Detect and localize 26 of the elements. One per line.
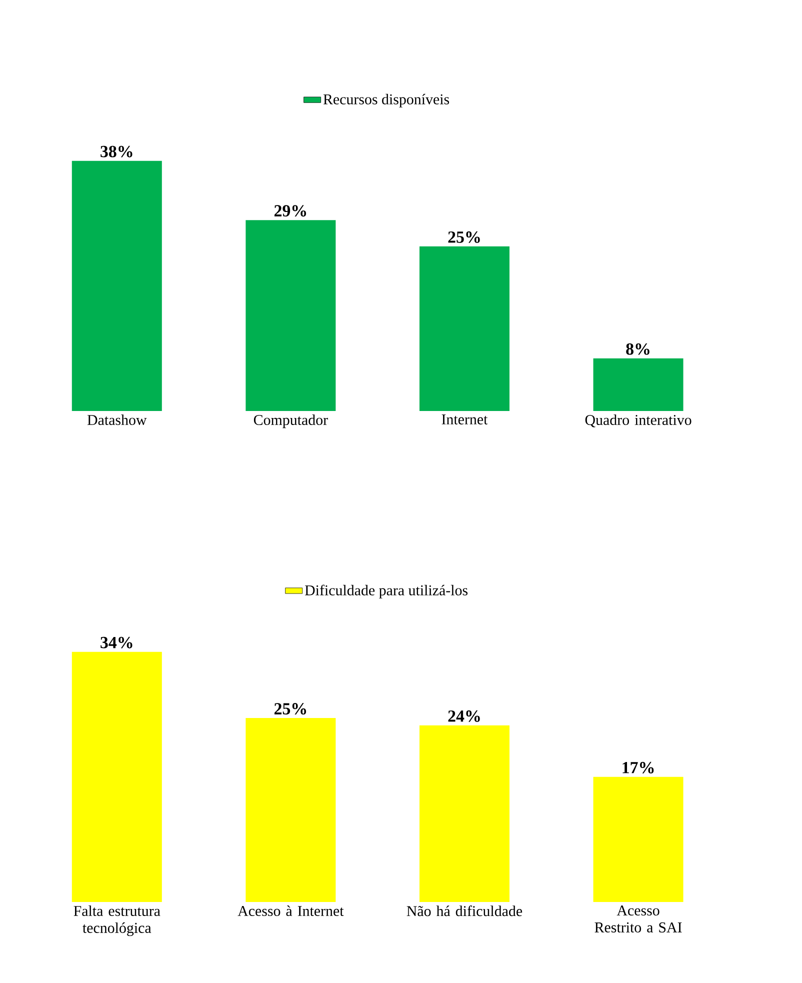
data-label: 38% xyxy=(100,146,132,158)
x-tick-label: Acesso Restrito a SAI xyxy=(594,906,682,932)
x-tick-label: Internet xyxy=(442,414,488,424)
data-label: 17% xyxy=(622,762,654,774)
data-label: 29% xyxy=(274,205,306,217)
data-label: 25% xyxy=(274,703,306,715)
bar xyxy=(419,246,510,411)
bar xyxy=(72,652,162,902)
x-tick-label: Computador xyxy=(254,414,328,428)
bar xyxy=(419,725,510,902)
x-tick-label: Quadro interativo xyxy=(585,414,692,428)
legend-label: Recursos disponíveis xyxy=(323,94,450,108)
bar xyxy=(246,718,336,902)
bar xyxy=(593,358,684,411)
bar xyxy=(246,220,336,411)
data-label: 8% xyxy=(626,343,650,355)
data-label: 25% xyxy=(448,231,480,243)
bar xyxy=(72,160,162,411)
legend-label: Dificuldade para utilizá-los xyxy=(304,584,468,598)
x-tick-label: Falta estrutura tecnológica xyxy=(74,906,160,936)
x-tick-label: Datashow xyxy=(87,414,147,426)
data-label: 34% xyxy=(100,636,132,648)
x-tick-label: Não há dificuldade xyxy=(406,906,522,916)
bar xyxy=(593,776,684,902)
data-label: 24% xyxy=(448,710,480,722)
x-tick-label: Acesso à Internet xyxy=(238,906,344,916)
